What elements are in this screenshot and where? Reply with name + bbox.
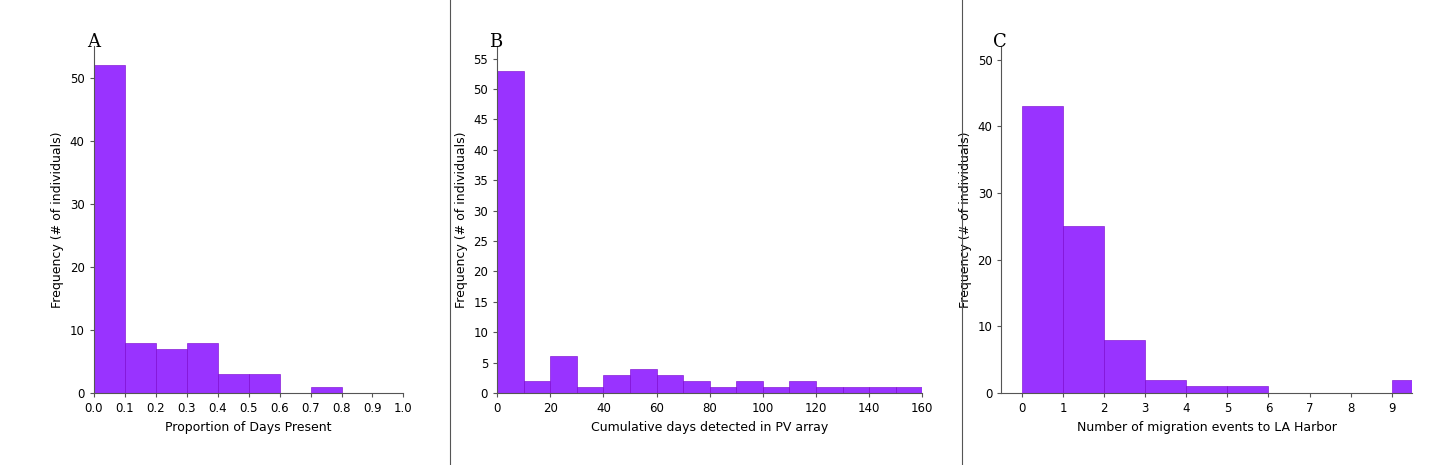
Bar <box>576 387 604 393</box>
Bar <box>1392 379 1432 393</box>
Bar <box>1186 386 1228 393</box>
Bar <box>683 381 709 393</box>
Bar <box>94 66 124 393</box>
Y-axis label: Frequency (# of individuals): Frequency (# of individuals) <box>455 132 468 308</box>
Bar <box>630 369 657 393</box>
Bar <box>311 386 342 393</box>
Bar <box>710 387 736 393</box>
Y-axis label: Frequency (# of individuals): Frequency (# of individuals) <box>960 132 973 308</box>
Bar <box>523 381 550 393</box>
Bar <box>1104 339 1146 393</box>
Bar <box>124 343 156 393</box>
Bar <box>248 374 280 393</box>
X-axis label: Number of migration events to LA Harbor: Number of migration events to LA Harbor <box>1076 420 1337 433</box>
X-axis label: Cumulative days detected in PV array: Cumulative days detected in PV array <box>591 420 829 433</box>
Bar <box>1146 379 1186 393</box>
Bar <box>1228 386 1268 393</box>
Y-axis label: Frequency (# of individuals): Frequency (# of individuals) <box>52 132 65 308</box>
Text: A: A <box>88 33 101 51</box>
Bar <box>843 387 869 393</box>
Text: C: C <box>993 33 1007 51</box>
Bar <box>156 349 187 393</box>
Bar <box>497 71 523 393</box>
Bar <box>896 387 922 393</box>
Bar <box>1063 226 1104 393</box>
Bar <box>657 375 683 393</box>
Bar <box>218 374 248 393</box>
Bar <box>762 387 790 393</box>
Bar <box>869 387 896 393</box>
Bar <box>736 381 762 393</box>
Bar <box>187 343 218 393</box>
Bar <box>1022 106 1063 393</box>
Text: B: B <box>488 33 501 51</box>
Bar <box>816 387 843 393</box>
Bar <box>550 357 576 393</box>
Bar <box>790 381 816 393</box>
X-axis label: Proportion of Days Present: Proportion of Days Present <box>166 420 331 433</box>
Bar <box>604 375 630 393</box>
